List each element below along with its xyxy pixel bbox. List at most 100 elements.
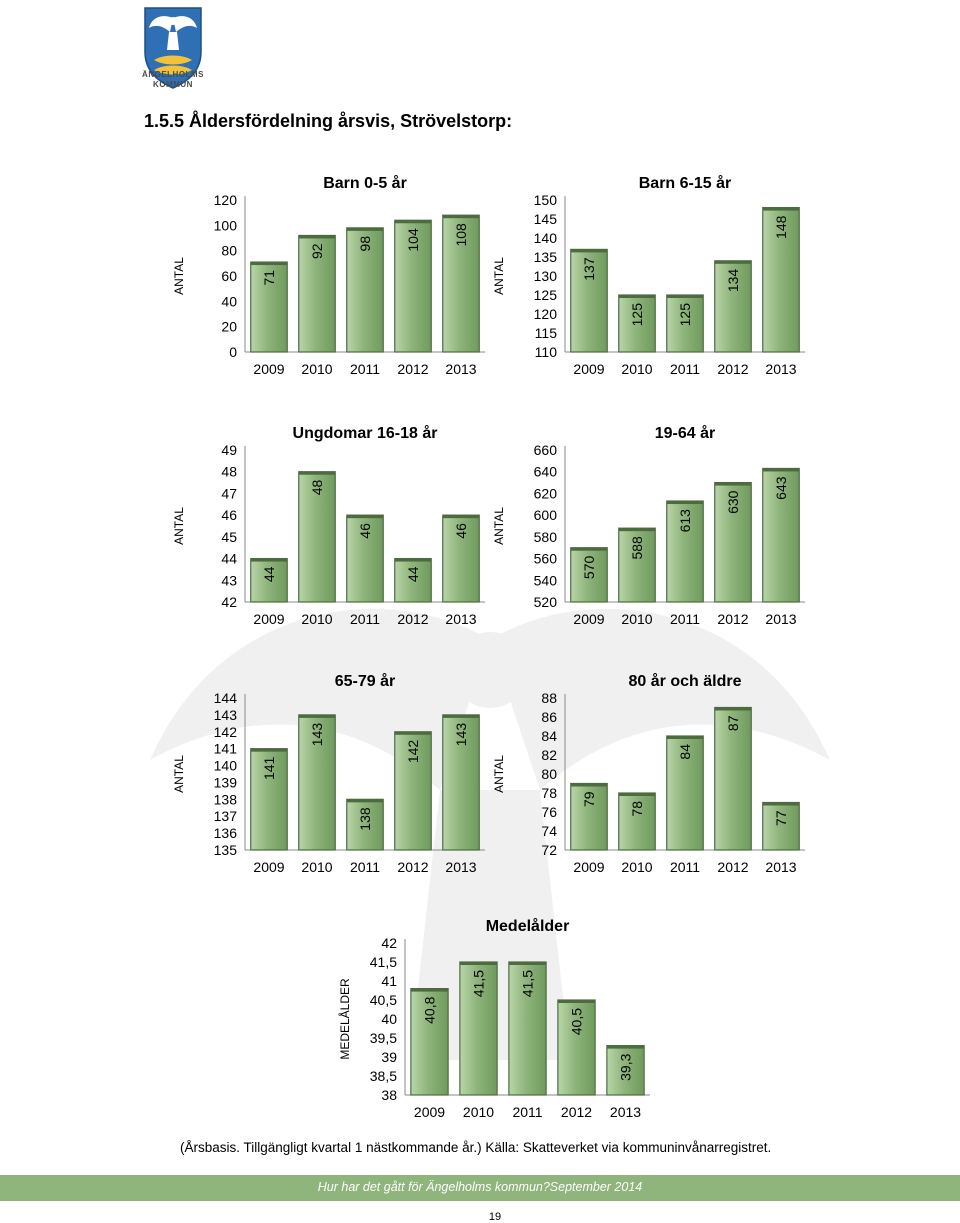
x-tick-label: 2013 [765,361,796,377]
y-axis-title: ANTAL [492,755,506,793]
bar [606,1045,645,1096]
y-tick-label: 49 [221,442,237,458]
chart-svg: 65-79 årANTAL135136137138139140141142143… [172,672,485,875]
bar-top-edge [394,731,432,735]
y-axis-title: MEDELÅLDER [337,978,352,1060]
bar-top-edge [606,1045,645,1049]
y-tick-label: 40 [221,293,237,309]
bar-value-label: 48 [309,480,325,496]
y-tick-label: 86 [541,709,557,725]
page-number: 19 [488,1211,502,1223]
bar [508,961,547,1096]
y-tick-label: 560 [534,551,558,567]
x-tick-label: 2010 [301,611,332,627]
y-tick-label: 74 [541,823,557,839]
bar-top-edge [762,468,800,472]
bar [298,714,336,851]
x-tick-label: 2012 [397,859,428,875]
x-tick-label: 2011 [512,1104,542,1120]
x-tick-label: 2012 [717,611,748,627]
bar [714,260,752,353]
chart-title: 19-64 år [655,424,716,442]
y-tick-label: 80 [221,243,237,259]
chart-svg: Barn 0-5 år ANTAL 0 20 40 60 80 100 120 71 2009 92 2… [172,174,485,377]
y-tick-label: 580 [534,529,558,545]
x-tick-label: 2009 [573,859,604,875]
bar-top-edge [762,802,800,806]
bar-value-label: 40,8 [422,996,438,1023]
bar [250,748,288,851]
bar [618,294,656,353]
y-tick-label: 20 [221,319,237,335]
y-tick-label: 72 [541,842,557,858]
y-tick-label: 120 [214,192,238,208]
y-tick-label: 38,5 [370,1068,397,1084]
y-tick-label: 144 [214,690,238,706]
y-tick-label: 88 [541,690,557,706]
x-tick-label: 2013 [445,611,476,627]
bar-value-label: 141 [261,756,277,780]
bar-top-edge [346,515,384,519]
bar-value-label: 71 [261,270,277,286]
bar-top-edge [394,558,432,562]
bar-value-label: 98 [357,236,373,252]
bar-value-label: 125 [677,303,693,327]
x-tick-label: 2012 [717,361,748,377]
bar-value-label: 44 [405,566,421,582]
y-tick-label: 60 [221,268,237,284]
bar-top-edge [442,215,480,219]
bar-top-edge [442,714,480,718]
chart-svg: 19-64 år ANTAL 520 540 560 580 600 620 640 660 570… [492,424,805,627]
chart-medelalder: Medelålder MEDELÅLDER 38 38,5 39 39,5 40 40,5 41… [336,905,658,1123]
y-tick-label: 115 [535,325,558,341]
bar-value-label: 46 [357,523,373,539]
y-tick-label: 0 [229,344,237,360]
bar-value-label: 40,5 [569,1008,585,1035]
x-tick-label: 2009 [414,1104,445,1120]
x-tick-label: 2009 [253,611,284,627]
bar [442,514,480,603]
bar-top-edge [250,262,288,266]
bar-value-label: 108 [453,223,469,247]
bar-value-label: 104 [405,228,421,252]
bar [394,557,432,603]
y-tick-label: 39 [381,1049,397,1065]
y-tick-label: 137 [214,808,238,824]
bar-value-label: 44 [261,566,277,582]
bar-top-edge [666,501,704,505]
bar [442,714,480,851]
chart-title: Ungdomar 16-18 år [293,424,438,442]
y-tick-label: 540 [534,572,558,588]
chart-svg: Medelålder MEDELÅLDER 38 38,5 39 39,5 40 40,5 41… [337,917,650,1120]
y-tick-label: 143 [214,707,238,723]
chart-80-och-aldre: 80 år och äldre ANTAL 72 74 76 78 80 82 84 86 88 79… [490,660,813,878]
bar-top-edge [714,707,752,711]
y-tick-label: 145 [534,211,558,227]
bar-top-edge [570,783,608,787]
y-tick-label: 43 [221,572,237,588]
kommun-logo [144,7,202,89]
bar-value-label: 613 [677,509,693,533]
y-tick-label: 47 [221,485,237,501]
y-tick-label: 38 [381,1087,397,1103]
bar [346,798,384,851]
bar-top-edge [394,220,432,224]
bar-value-label: 143 [453,723,469,747]
y-axis-title: ANTAL [492,507,506,545]
bar-value-label: 137 [581,257,597,281]
y-tick-label: 84 [541,728,557,744]
bar-top-edge [557,1000,596,1003]
bar [714,706,752,851]
chart-title: Barn 6-15 år [639,174,732,192]
bar-value-label: 570 [581,556,597,580]
y-tick-label: 40,5 [370,992,397,1008]
bar-top-edge [714,260,752,264]
bar [762,467,800,603]
bar [250,261,288,353]
x-tick-label: 2012 [717,859,748,875]
y-tick-label: 138 [214,791,238,807]
bar-value-label: 138 [357,807,373,831]
y-tick-label: 520 [534,594,558,610]
x-tick-label: 2011 [350,361,380,377]
bar-top-edge [618,793,656,796]
